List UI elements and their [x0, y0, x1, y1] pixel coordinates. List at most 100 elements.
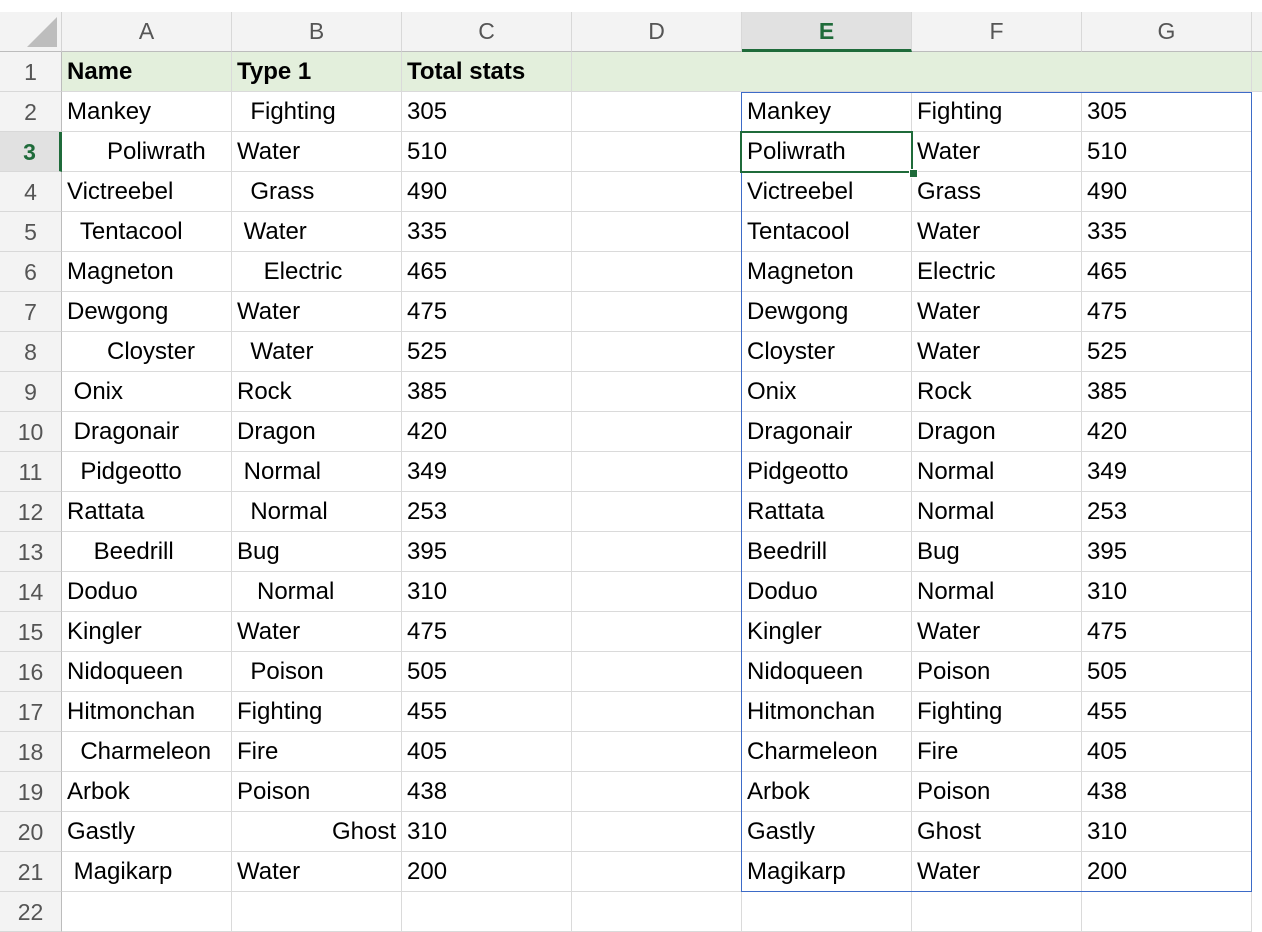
fill-handle[interactable]: [909, 169, 918, 178]
column-header-H[interactable]: [1252, 12, 1262, 52]
cell-C18[interactable]: 405: [402, 732, 572, 772]
cell-E7[interactable]: Dewgong: [742, 292, 912, 332]
cell-C9[interactable]: 385: [402, 372, 572, 412]
cell-B10[interactable]: Dragon: [232, 412, 402, 452]
cell-E11[interactable]: Pidgeotto: [742, 452, 912, 492]
row-header-21[interactable]: 21: [0, 852, 62, 892]
cell-F12[interactable]: Normal: [912, 492, 1082, 532]
cell-A17[interactable]: Hitmonchan: [62, 692, 232, 732]
cell-D5[interactable]: [572, 212, 742, 252]
cell-G20[interactable]: 310: [1082, 812, 1252, 852]
cell-G9[interactable]: 385: [1082, 372, 1252, 412]
cell-D8[interactable]: [572, 332, 742, 372]
cell-C15[interactable]: 475: [402, 612, 572, 652]
cell-E2[interactable]: Mankey: [742, 92, 912, 132]
cell-G7[interactable]: 475: [1082, 292, 1252, 332]
cell-A21[interactable]: Magikarp: [62, 852, 232, 892]
cell-D11[interactable]: [572, 452, 742, 492]
row-header-7[interactable]: 7: [0, 292, 62, 332]
cell-F18[interactable]: Fire: [912, 732, 1082, 772]
cell-B11[interactable]: Normal: [232, 452, 402, 492]
cell-G10[interactable]: 420: [1082, 412, 1252, 452]
cell-F7[interactable]: Water: [912, 292, 1082, 332]
select-all-button[interactable]: [0, 12, 62, 52]
cell-E21[interactable]: Magikarp: [742, 852, 912, 892]
cell-E6[interactable]: Magneton: [742, 252, 912, 292]
cell-A7[interactable]: Dewgong: [62, 292, 232, 332]
cell-G14[interactable]: 310: [1082, 572, 1252, 612]
cell-F17[interactable]: Fighting: [912, 692, 1082, 732]
cell-G13[interactable]: 395: [1082, 532, 1252, 572]
cell-B19[interactable]: Poison: [232, 772, 402, 812]
row-header-1[interactable]: 1: [0, 52, 62, 92]
cell-H1[interactable]: [1252, 52, 1262, 92]
cell-G5[interactable]: 335: [1082, 212, 1252, 252]
row-header-8[interactable]: 8: [0, 332, 62, 372]
cell-F4[interactable]: Grass: [912, 172, 1082, 212]
cell-A10[interactable]: Dragonair: [62, 412, 232, 452]
cell-C8[interactable]: 525: [402, 332, 572, 372]
row-header-4[interactable]: 4: [0, 172, 62, 212]
cell-A11[interactable]: Pidgeotto: [62, 452, 232, 492]
cell-D2[interactable]: [572, 92, 742, 132]
cell-F10[interactable]: Dragon: [912, 412, 1082, 452]
cell-C13[interactable]: 395: [402, 532, 572, 572]
cell-C11[interactable]: 349: [402, 452, 572, 492]
cell-A16[interactable]: Nidoqueen: [62, 652, 232, 692]
cell-B13[interactable]: Bug: [232, 532, 402, 572]
cell-G22[interactable]: [1082, 892, 1252, 932]
cell-E9[interactable]: Onix: [742, 372, 912, 412]
cell-E12[interactable]: Rattata: [742, 492, 912, 532]
cell-G16[interactable]: 505: [1082, 652, 1252, 692]
cell-C4[interactable]: 490: [402, 172, 572, 212]
cell-A22[interactable]: [62, 892, 232, 932]
cell-A1[interactable]: Name: [62, 52, 232, 92]
cell-F19[interactable]: Poison: [912, 772, 1082, 812]
cell-F9[interactable]: Rock: [912, 372, 1082, 412]
cell-D22[interactable]: [572, 892, 742, 932]
cell-B8[interactable]: Water: [232, 332, 402, 372]
row-header-2[interactable]: 2: [0, 92, 62, 132]
column-header-F[interactable]: F: [912, 12, 1082, 52]
cell-C14[interactable]: 310: [402, 572, 572, 612]
cell-C6[interactable]: 465: [402, 252, 572, 292]
cell-B18[interactable]: Fire: [232, 732, 402, 772]
cell-B9[interactable]: Rock: [232, 372, 402, 412]
cell-D3[interactable]: [572, 132, 742, 172]
row-header-19[interactable]: 19: [0, 772, 62, 812]
cell-D10[interactable]: [572, 412, 742, 452]
cell-B17[interactable]: Fighting: [232, 692, 402, 732]
cell-E1[interactable]: [742, 52, 912, 92]
cell-G15[interactable]: 475: [1082, 612, 1252, 652]
cell-B4[interactable]: Grass: [232, 172, 402, 212]
cell-C2[interactable]: 305: [402, 92, 572, 132]
cell-D13[interactable]: [572, 532, 742, 572]
cell-E4[interactable]: Victreebel: [742, 172, 912, 212]
cell-G4[interactable]: 490: [1082, 172, 1252, 212]
column-header-D[interactable]: D: [572, 12, 742, 52]
cell-C7[interactable]: 475: [402, 292, 572, 332]
column-header-E[interactable]: E: [742, 12, 912, 52]
cell-C21[interactable]: 200: [402, 852, 572, 892]
cell-D14[interactable]: [572, 572, 742, 612]
cell-A15[interactable]: Kingler: [62, 612, 232, 652]
cell-B3[interactable]: Water: [232, 132, 402, 172]
row-header-9[interactable]: 9: [0, 372, 62, 412]
cell-C12[interactable]: 253: [402, 492, 572, 532]
cell-D21[interactable]: [572, 852, 742, 892]
cell-B22[interactable]: [232, 892, 402, 932]
cell-D7[interactable]: [572, 292, 742, 332]
row-header-10[interactable]: 10: [0, 412, 62, 452]
cell-E13[interactable]: Beedrill: [742, 532, 912, 572]
cell-A19[interactable]: Arbok: [62, 772, 232, 812]
cell-A6[interactable]: Magneton: [62, 252, 232, 292]
cell-A8[interactable]: Cloyster: [62, 332, 232, 372]
row-header-22[interactable]: 22: [0, 892, 62, 932]
cell-D19[interactable]: [572, 772, 742, 812]
row-header-11[interactable]: 11: [0, 452, 62, 492]
cell-F3[interactable]: Water: [912, 132, 1082, 172]
cell-F16[interactable]: Poison: [912, 652, 1082, 692]
cell-B1[interactable]: Type 1: [232, 52, 402, 92]
cell-A2[interactable]: Mankey: [62, 92, 232, 132]
cell-A13[interactable]: Beedrill: [62, 532, 232, 572]
